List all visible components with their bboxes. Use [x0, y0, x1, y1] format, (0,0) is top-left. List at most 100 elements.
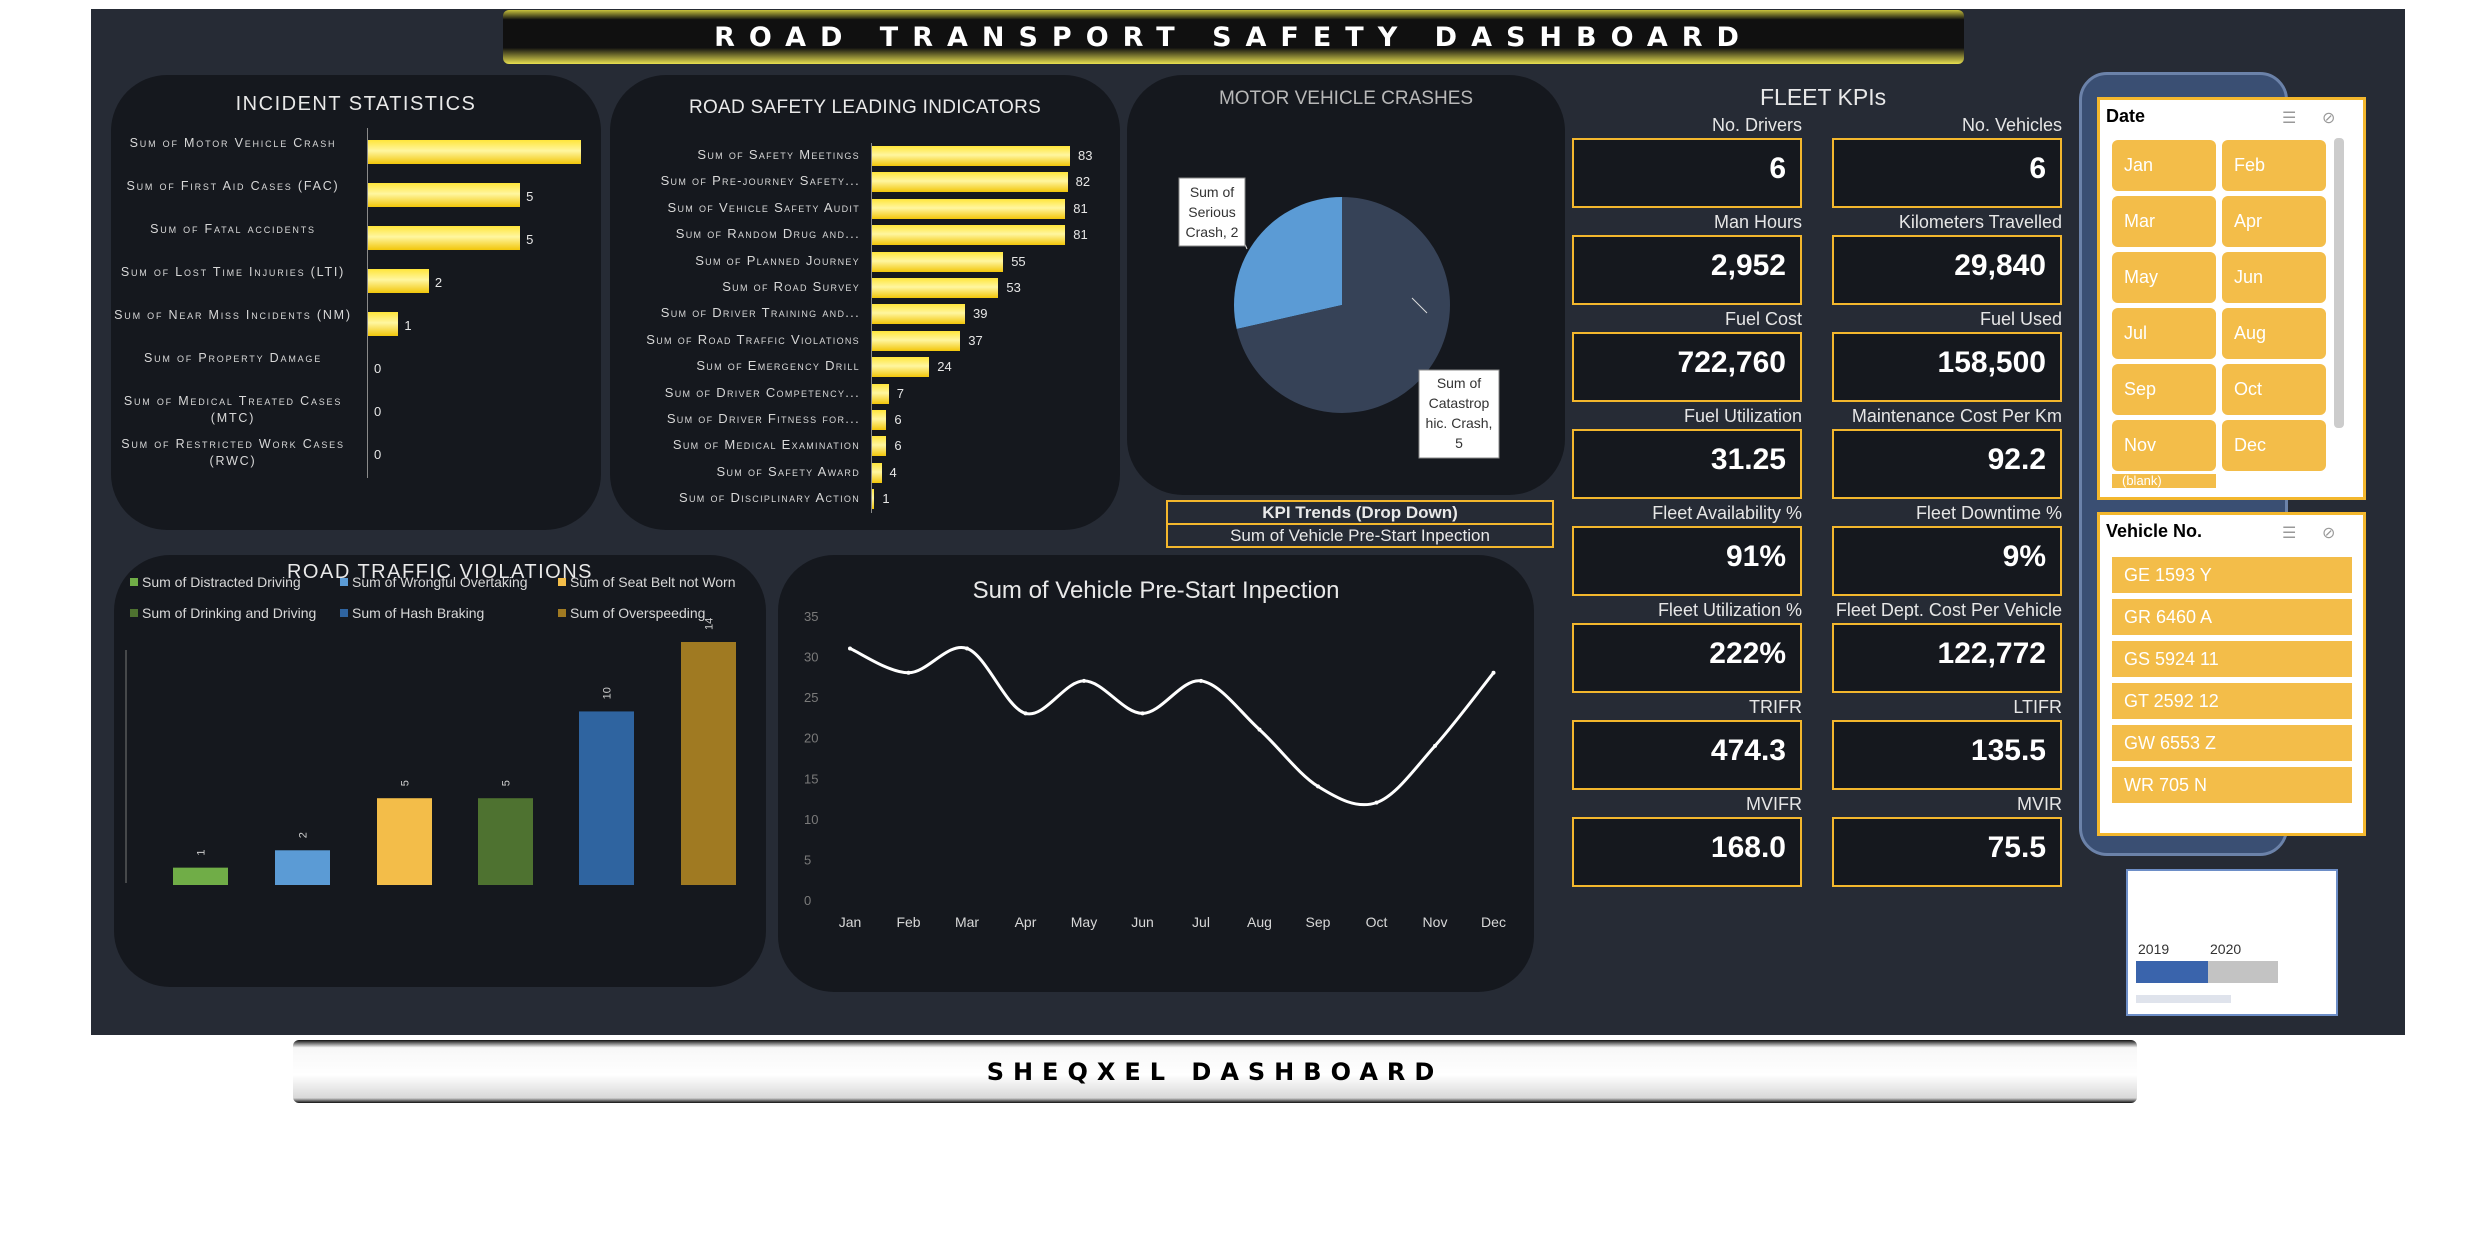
violations-value-label: 10	[602, 687, 614, 699]
trend-point[interactable]	[965, 646, 969, 651]
fleet-kpis-title: FLEET KPIs	[1760, 84, 1887, 110]
fleet-kpi-value: 9%	[2002, 540, 2046, 573]
violations-bar[interactable]	[173, 867, 228, 885]
trend-point[interactable]	[1257, 727, 1262, 732]
trend-point[interactable]	[1374, 800, 1379, 805]
violations-bar[interactable]	[377, 798, 432, 885]
callout-serious-box	[1178, 177, 1246, 247]
violations-bar[interactable]	[681, 642, 736, 885]
indicator-bar[interactable]	[872, 330, 961, 351]
indicator-bar[interactable]	[872, 146, 1070, 166]
month-button-feb[interactable]: Feb	[2222, 140, 2326, 191]
fleet-kpi-value: 91%	[1725, 540, 1786, 573]
indicator-bar[interactable]	[872, 410, 887, 430]
month-button-mar[interactable]: Mar	[2112, 196, 2216, 247]
vehicle-item[interactable]: GE 1593 Y	[2112, 557, 2352, 593]
month-button-apr[interactable]: Apr	[2222, 196, 2326, 247]
indicator-bar[interactable]	[872, 278, 999, 298]
date-slicer-blank[interactable]: (blank)	[2112, 474, 2216, 488]
indicator-value-label: 7	[896, 385, 904, 401]
indicator-bar[interactable]	[872, 251, 1004, 272]
trend-point[interactable]	[1491, 670, 1496, 675]
month-button-jun[interactable]: Jun	[2222, 252, 2326, 303]
incident-bar[interactable]	[368, 140, 581, 164]
incident-bar[interactable]	[368, 312, 399, 336]
pie-slice-serious-crash[interactable]	[1234, 197, 1342, 330]
fleet-kpi-label: No. Drivers	[1711, 115, 1802, 135]
indicator-bar[interactable]	[872, 436, 887, 457]
violations-title: ROAD TRAFFIC VIOLATIONS	[286, 561, 593, 583]
trend-point[interactable]	[906, 670, 911, 675]
indicator-bar[interactable]	[872, 304, 966, 325]
trend-point[interactable]	[1316, 784, 1320, 789]
vehicle-item[interactable]: GT 2592 12	[2112, 683, 2352, 719]
month-button-jul[interactable]: Jul	[2112, 308, 2216, 359]
legend-label: Sum of Overspeeding	[570, 605, 705, 621]
trend-point[interactable]	[1433, 743, 1437, 748]
callout-catastrophic-box	[1418, 369, 1500, 459]
incident-category-label: Sum of Restricted Work Cases (RWC)	[121, 437, 345, 468]
trend-point[interactable]	[1199, 678, 1203, 683]
violations-legend-item: Sum of Drinking and Driving	[130, 605, 316, 621]
indicator-value-label: 81	[1073, 227, 1088, 243]
vehicle-item[interactable]: GR 6460 A	[2112, 599, 2352, 635]
trend-point[interactable]	[1082, 678, 1086, 683]
indicator-bar[interactable]	[872, 489, 875, 510]
fleet-kpi-value: 122,772	[1937, 637, 2046, 670]
timeline-bar-selected[interactable]	[2136, 961, 2208, 983]
kpi-trends-dropdown[interactable]: Sum of Vehicle Pre-Start Inpection	[1166, 523, 1554, 548]
vehicle-item[interactable]: GW 6553 Z	[2112, 725, 2352, 761]
incident-bar[interactable]	[368, 183, 521, 207]
month-button-nov[interactable]: Nov	[2112, 420, 2216, 471]
fleet-kpi-label: Fleet Dept. Cost Per Vehicle	[1835, 600, 2062, 620]
indicator-category-label: Sum of Medical Examination	[672, 437, 860, 453]
incident-bar[interactable]	[368, 269, 429, 293]
incident-value-label: 0	[374, 447, 382, 462]
indicator-bar[interactable]	[872, 462, 882, 483]
month-button-oct[interactable]: Oct	[2222, 364, 2326, 415]
vehicle-item[interactable]: GS 5924 11	[2112, 641, 2352, 677]
indicator-bar[interactable]	[872, 383, 889, 404]
clear-filter-icon[interactable]: ⊘	[2322, 110, 2336, 127]
fleet-kpi-label: LTIFR	[2013, 697, 2062, 717]
month-button-jan[interactable]: Jan	[2112, 140, 2216, 191]
vehicle-item[interactable]: WR 705 N	[2112, 767, 2352, 803]
legend-swatch	[130, 578, 138, 586]
month-button-aug[interactable]: Aug	[2222, 308, 2326, 359]
month-button-may[interactable]: May	[2112, 252, 2216, 303]
incident-category-label: Sum of Fatal accidents	[150, 222, 316, 236]
incident-value-label: 5	[526, 232, 534, 247]
indicator-bar[interactable]	[872, 172, 1068, 193]
trend-line-series[interactable]	[849, 646, 1495, 807]
trend-x-tick: Dec	[1481, 914, 1506, 930]
timeline-year-2019[interactable]: 2019	[2138, 941, 2170, 957]
fleet-kpi-label: Fuel Used	[1979, 309, 2062, 329]
multi-select-icon[interactable]: ☰	[2282, 110, 2297, 127]
pie-slice-catastrophic-crash[interactable]	[1236, 197, 1450, 413]
indicator-bar[interactable]	[872, 225, 1066, 246]
incident-bar[interactable]	[368, 226, 521, 250]
trend-x-tick: Jun	[1131, 914, 1154, 930]
violations-bar[interactable]	[275, 850, 330, 885]
violations-bar[interactable]	[478, 798, 533, 885]
violations-card: ROAD TRAFFIC VIOLATIONS	[114, 555, 766, 987]
month-button-dec[interactable]: Dec	[2222, 420, 2326, 471]
trend-point[interactable]	[1023, 711, 1028, 716]
violations-value-label: 5	[501, 780, 513, 786]
timeline-bar-unselected[interactable]	[2208, 961, 2278, 983]
violations-bar[interactable]	[579, 711, 634, 885]
date-slicer-scrollbar[interactable]	[2334, 138, 2344, 428]
timeline-scrollbar[interactable]	[2136, 995, 2231, 1003]
trend-x-tick: Jul	[1192, 914, 1210, 930]
clear-filter-icon[interactable]: ⊘	[2322, 525, 2336, 542]
indicator-bar[interactable]	[872, 198, 1066, 219]
callout-catastrophic-text-2: Catastrop	[1429, 395, 1490, 411]
trend-point[interactable]	[848, 646, 852, 651]
multi-select-icon[interactable]: ☰	[2282, 525, 2297, 542]
trend-x-tick: Oct	[1366, 914, 1388, 930]
indicator-bar[interactable]	[872, 357, 930, 378]
trend-point[interactable]	[1140, 711, 1145, 716]
timeline-year-2020[interactable]: 2020	[2210, 941, 2242, 957]
month-button-sep[interactable]: Sep	[2112, 364, 2216, 415]
indicator-value-label: 24	[937, 359, 952, 375]
